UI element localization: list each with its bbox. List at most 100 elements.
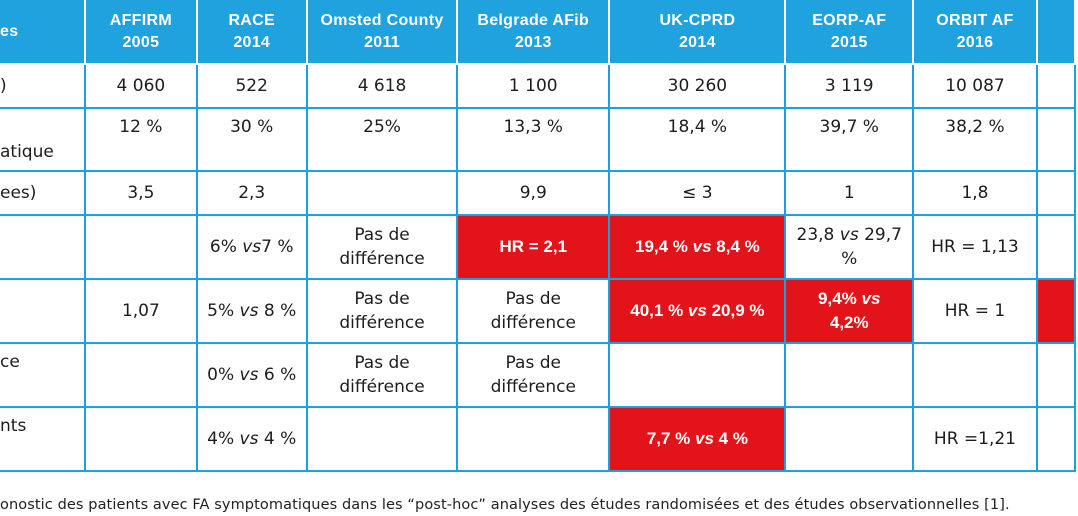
table-cell	[1035, 63, 1077, 109]
table-cell	[1035, 214, 1077, 280]
table-cell: 1,07	[84, 278, 198, 344]
table-cell	[1035, 406, 1077, 472]
row-label: ce	[0, 342, 87, 408]
header-orbit-af: ORBIT AF 2016	[912, 0, 1038, 65]
table-cell: Pas de différence	[456, 278, 611, 344]
table-cell: 18,4 %	[608, 107, 787, 172]
header-affirm: AFFIRM 2005	[84, 0, 198, 65]
study-name: Omsted County	[320, 11, 444, 29]
vs-text: vs	[239, 365, 259, 385]
table-cell: Pas de différence	[305, 214, 459, 280]
table-cell: 23,8 vs 29,7%	[784, 214, 915, 280]
cell-text: 23,8	[796, 225, 840, 245]
header-race: RACE 2014	[195, 0, 308, 65]
table-row: ) 4 060 522 4 618 1 100 30 260 3 119 10 …	[0, 63, 1077, 109]
study-year: 2015	[830, 33, 868, 51]
table-cell: 4 060	[84, 63, 198, 109]
cell-text: 4%	[207, 429, 240, 449]
cell-text: différence	[339, 377, 425, 397]
table-cell	[784, 406, 915, 472]
study-name: EORP-AF	[812, 11, 887, 29]
table-cell: 5% vs 8 %	[195, 278, 308, 344]
table-cell	[1035, 342, 1077, 408]
study-year: 2013	[514, 33, 552, 51]
vs-text: vs	[687, 301, 707, 320]
cell-text: 8 %	[258, 301, 297, 321]
table-cell: 12 %	[84, 107, 198, 172]
table-row: ce 0% vs 6 % Pas de différence Pas de diff…	[0, 342, 1077, 408]
vs-text: vs	[239, 301, 259, 321]
header-label: es	[0, 22, 19, 40]
table-row: 6% vs7 % Pas de différence HR = 2,1 19,4 …	[0, 214, 1077, 280]
table-cell	[84, 214, 198, 280]
table-cell: 30 260	[608, 63, 787, 109]
table-cell	[1035, 170, 1077, 216]
cell-text: 4 %	[713, 429, 748, 448]
table-row: ees) 3,5 2,3 9,9 ≤ 3 1 1,8	[0, 170, 1077, 216]
header-omsted: Omsted County 2011	[305, 0, 459, 65]
table-cell: 38,2 %	[912, 107, 1038, 172]
cell-text: 20,9 %	[706, 301, 765, 320]
table-cell	[1035, 107, 1077, 172]
cell-text: 7,7 %	[646, 429, 696, 448]
cell-text: Pas de	[505, 289, 561, 309]
cell-text: 4,2%	[829, 313, 869, 332]
cell-text: 8,4 %	[711, 237, 760, 256]
table-cell: 39,7 %	[784, 107, 915, 172]
table-caption: onostic des patients avec FA symptomatiq…	[0, 497, 1010, 513]
study-name: UK-CPRD	[659, 11, 736, 29]
table-cell	[305, 170, 459, 216]
study-name: RACE	[228, 11, 275, 29]
cell-text: différence	[490, 377, 576, 397]
header-belgrade: Belgrade AFib 2013	[456, 0, 611, 65]
vs-text: vs	[239, 429, 259, 449]
cell-text: 6%	[209, 237, 243, 257]
vs-text: vs	[839, 225, 859, 245]
table-cell	[912, 342, 1038, 408]
table-cell: 1 100	[456, 63, 611, 109]
table-cell: 3 119	[784, 63, 915, 109]
header-eorp-af: EORP-AF 2015	[784, 0, 915, 65]
table-cell: 522	[195, 63, 308, 109]
table-cell	[84, 406, 198, 472]
table-cell: HR = 1,13	[912, 214, 1038, 280]
table-cell: ≤ 3	[608, 170, 787, 216]
table-row: atique 12 % 30 % 25% 13,3 % 18,4 % 39,7 …	[0, 107, 1077, 172]
study-name: ORBIT AF	[936, 11, 1014, 29]
table-cell: 13,3 %	[456, 107, 611, 172]
header-label-cell: es	[0, 0, 87, 65]
row-label: nts	[0, 406, 87, 472]
table-cell: Pas de différence	[305, 278, 459, 344]
table-cell-highlight: 19,4 % vs 8,4 %	[608, 214, 787, 280]
table-row: nts 4% vs 4 % 7,7 % vs 4 % HR =1,21	[0, 406, 1077, 472]
cell-text: différence	[339, 249, 425, 269]
table-cell-highlight: HR = 2,1	[456, 214, 611, 280]
table-cell: 1,8	[912, 170, 1038, 216]
vs-text: vs	[242, 237, 262, 257]
table-row: 1,07 5% vs 8 % Pas de différence Pas de di…	[0, 278, 1077, 344]
table-cell: 1	[784, 170, 915, 216]
header-cut-off	[1035, 0, 1077, 65]
table-cell: 25%	[305, 107, 459, 172]
table-cell-highlight: 9,4% vs 4,2%	[784, 278, 915, 344]
table-cell	[608, 342, 787, 408]
header-uk-cprd: UK-CPRD 2014	[608, 0, 787, 65]
cell-text: %	[841, 249, 858, 269]
table-cell: 30 %	[195, 107, 308, 172]
study-year: 2016	[956, 33, 994, 51]
cell-text: 19,4 %	[635, 237, 693, 256]
cell-text: Pas de	[354, 225, 410, 245]
header-row: es AFFIRM 2005 RACE 2014 Omsted County 2011…	[0, 0, 1077, 65]
table-cell: 6% vs7 %	[195, 214, 308, 280]
table-cell	[84, 342, 198, 408]
study-year: 2011	[364, 33, 400, 51]
table-cell	[305, 406, 459, 472]
table-cell: 10 087	[912, 63, 1038, 109]
table-cell: HR =1,21	[912, 406, 1038, 472]
cell-text: 29,7	[858, 225, 902, 245]
cell-text: Pas de	[354, 353, 410, 373]
cell-text: Pas de	[354, 289, 410, 309]
table-cell: 4% vs 4 %	[195, 406, 308, 472]
table-cell	[456, 406, 611, 472]
cell-text: 4 %	[258, 429, 297, 449]
